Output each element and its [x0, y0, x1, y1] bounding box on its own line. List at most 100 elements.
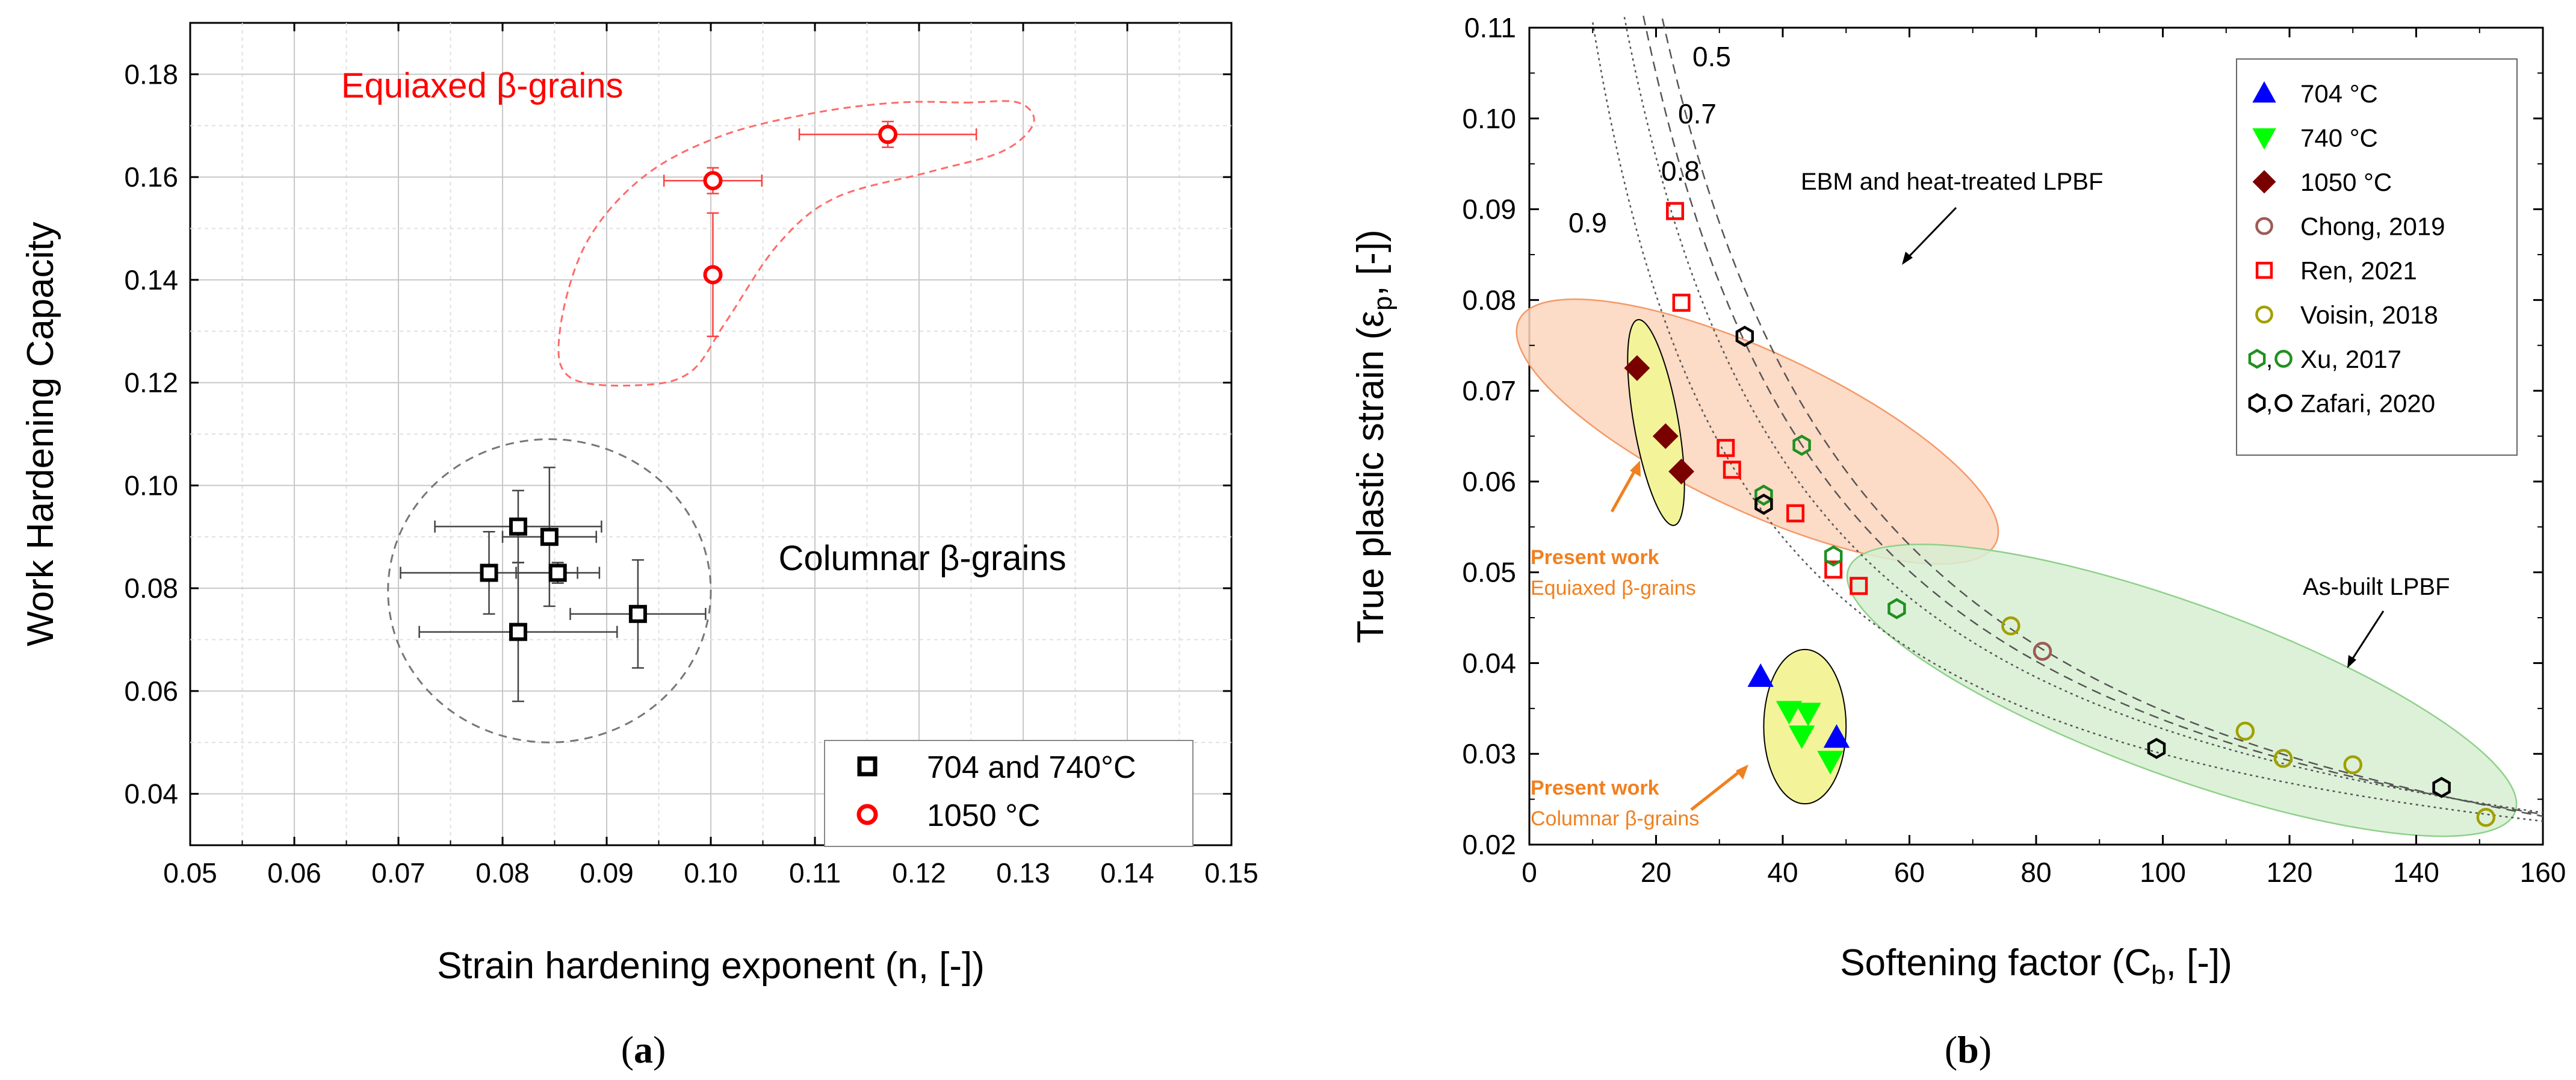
data-point-zafari-2020: [1735, 325, 1754, 347]
legend-label: 1050 °C: [2300, 168, 2392, 196]
curve-label: 0.8: [1661, 155, 1700, 187]
label-present-work-equiaxed: Present work: [1531, 546, 1659, 569]
y-tick-label: 0.02: [1462, 829, 1516, 860]
x-tick-label: 0.07: [371, 857, 426, 889]
panel-b-legend: 704 °C 740 °C 1050 °C Chong, 2019 Ren, 2021 V…: [2236, 58, 2518, 456]
y-tick-label: 0.14: [124, 264, 178, 296]
panel-a-xlabel: Strain hardening exponent (n, [-]): [437, 945, 985, 987]
data-point-circle: [878, 125, 898, 144]
y-tick-label: 0.12: [124, 367, 178, 399]
annotation-equiaxed: Equiaxed β-grains: [341, 66, 624, 105]
y-tick-label: 0.05: [1462, 557, 1516, 588]
y-tick-label: 0.04: [124, 778, 178, 810]
legend-label: Zafari, 2020: [2300, 389, 2435, 418]
legend-label: Voisin, 2018: [2300, 301, 2438, 329]
label-equiaxed-beta: Equiaxed β-grains: [1531, 577, 1696, 600]
y-tick-label: 0.06: [1462, 466, 1516, 497]
legend-marker-circle: [2255, 217, 2273, 235]
data-point-740-c: [1776, 701, 1803, 725]
curve-label: 0.5: [1692, 41, 1731, 72]
data-point-ren-2021: [1723, 461, 1741, 479]
data-point-voisin-2018: [2001, 616, 2020, 636]
data-point-square: [628, 604, 647, 623]
y-tick-label: 0.06: [124, 675, 178, 707]
data-point-ren-2021: [1786, 504, 1805, 523]
x-tick-label: 0.05: [163, 857, 217, 889]
data-point-square: [509, 622, 527, 641]
panel-a-data: [400, 120, 977, 703]
x-tick-label: 0.09: [580, 857, 634, 889]
data-point-square: [548, 563, 567, 582]
data-point-voisin-2018: [2343, 755, 2362, 775]
panel-b-ylabel: True plastic strain (εp, [-]): [1350, 229, 1398, 643]
data-point-740-c: [1788, 725, 1815, 749]
panel-b-data: [1624, 202, 2496, 827]
label-present-work-columnar: Present work: [1531, 777, 1659, 799]
data-point-square: [480, 563, 498, 582]
panel-b-caption: (b): [1945, 1028, 1992, 1071]
panel-a-ticks: 0.05 0.06 0.07 0.08 0.09 0.10 0.11 0.12 0.13 0.14…: [124, 23, 1259, 889]
panel-a-chart: 0.05 0.06 0.07 0.08 0.09 0.10 0.11 0.12 0.13 0.14…: [20, 22, 1259, 1071]
data-point-circle: [703, 265, 723, 285]
panel-a-caption: (a): [621, 1028, 666, 1071]
data-point-1050-c: [1624, 355, 1650, 381]
y-tick-label: 0.08: [124, 573, 178, 604]
legend-marker-square: [857, 756, 878, 777]
legend-label: Ren, 2021: [2300, 256, 2417, 285]
data-point-xu-2017: [1792, 435, 1811, 456]
data-point-voisin-2018: [2235, 721, 2255, 741]
panel-a-ylabel: Work Hardening Capacity: [20, 222, 61, 646]
y-tick-label: 0.07: [1462, 375, 1516, 406]
x-tick-label: 0: [1522, 857, 1537, 888]
x-tick-label: 0.14: [1100, 857, 1154, 889]
legend-marker-circle: [856, 804, 878, 825]
data-point-704-c: [1747, 663, 1774, 687]
region-columnar: [387, 438, 712, 743]
legend-label-704-740: 704 and 740°C: [927, 750, 1136, 785]
legend-label-1050: 1050 °C: [927, 798, 1040, 833]
panel-b-curves: 0.5 0.7 0.8 0.9: [1568, 15, 2543, 822]
data-point-ren-2021: [1717, 439, 1735, 458]
data-point-zafari-2020: [2432, 777, 2451, 798]
data-point-740-c: [1817, 751, 1844, 775]
data-point-1050-c: [1668, 458, 1695, 485]
data-point-zafari-2020: [1754, 494, 1773, 515]
data-point-740-c: [1795, 703, 1821, 727]
legend-marker-circle: [2274, 350, 2293, 368]
panel-b-ticks: 0 20 40 60 80 100 120 140 160 0.02 0.03 0.04 0.05 0.0…: [1462, 12, 2566, 888]
x-tick-label: 160: [2520, 857, 2566, 888]
legend-label: 704 °C: [2300, 79, 2378, 108]
region-equiaxed: [557, 100, 1035, 387]
data-point-zafari-2020: [2147, 737, 2166, 759]
x-tick-label: 0.15: [1204, 857, 1259, 889]
panel-b-chart: 0.5 0.7 0.8 0.9 0 20 40 60 80 100 120 140 160 0.02 0.…: [1350, 12, 2566, 1071]
legend-marker-triangle-up: [2252, 81, 2276, 103]
panel-a-legend: 704 and 740°C 1050 °C: [824, 740, 1194, 847]
legend-marker-circle: [2274, 394, 2293, 412]
legend-marker-hexagon: [2248, 393, 2266, 414]
x-tick-label: 80: [2020, 857, 2051, 888]
legend-label: Xu, 2017: [2300, 345, 2401, 373]
annotation-columnar: Columnar β-grains: [778, 539, 1066, 578]
x-tick-label: 140: [2393, 857, 2439, 888]
reference-curve: [1643, 15, 2543, 816]
data-point-xu-2017: [1824, 545, 1843, 567]
x-tick-label: 0.06: [267, 857, 321, 889]
y-tick-label: 0.10: [1462, 103, 1516, 134]
x-tick-label: 20: [1641, 857, 1671, 888]
data-point-ren-2021: [1850, 577, 1868, 595]
legend-marker-circle: [2255, 305, 2273, 324]
legend-label: 740 °C: [2300, 124, 2378, 152]
curve-label: 0.9: [1568, 207, 1607, 238]
panel-b-xlabel: Softening factor (Cb, [-]): [1840, 942, 2232, 990]
legend-marker-hexagon: [2248, 349, 2266, 369]
data-point-square: [509, 517, 527, 536]
x-tick-label: 0.11: [789, 857, 841, 889]
y-tick-label: 0.09: [1462, 194, 1516, 225]
data-point-square: [540, 527, 559, 546]
legend-label: Chong, 2019: [2300, 213, 2445, 241]
panel-a-grid: [190, 23, 1231, 845]
svg-text:,: ,: [2266, 391, 2273, 417]
y-tick-label: 0.11: [1464, 12, 1516, 43]
